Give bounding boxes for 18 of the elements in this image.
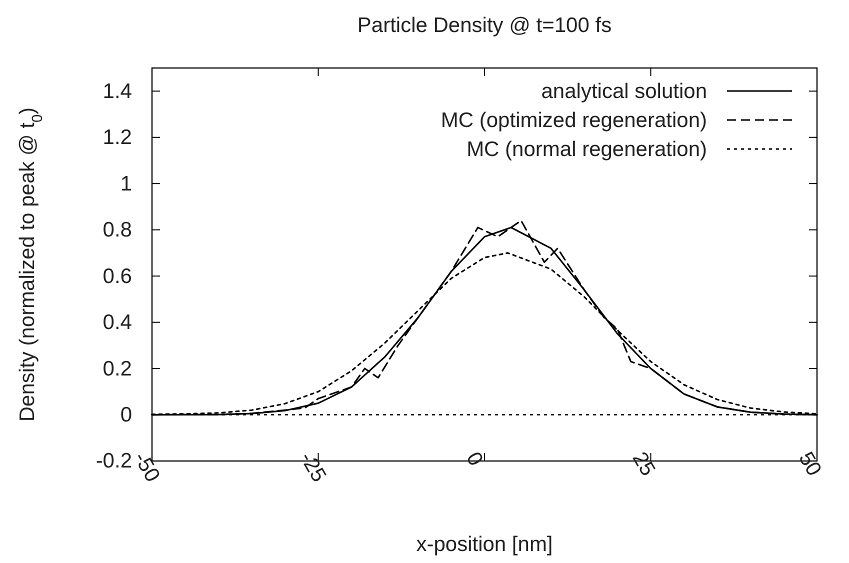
y-tick-label: 0.4	[102, 311, 132, 334]
y-tick-label: 1	[120, 172, 132, 196]
legend-label: analytical solution	[541, 80, 707, 103]
y-tick-label: 1.2	[102, 126, 132, 150]
x-tick-label: 50	[794, 448, 826, 480]
x-tick-label: 25	[628, 448, 660, 480]
y-tick-label: 0.8	[102, 218, 132, 242]
chart-title: Particle Density @ t=100 fs	[357, 14, 612, 37]
x-tick-label: -25	[295, 448, 330, 486]
y-tick-label: 0.2	[102, 357, 132, 380]
y-tick-label: 0	[120, 403, 132, 426]
y-tick-label: -0.2	[96, 450, 132, 473]
x-axis-title: x-position [nm]	[416, 533, 553, 556]
legend-label: MC (optimized regeneration)	[440, 109, 707, 132]
legend-label: MC (normal regeneration)	[466, 138, 707, 161]
y-tick-label: 0.6	[102, 264, 132, 288]
y-tick-label: 1.4	[102, 80, 132, 103]
x-tick-label: 0	[462, 448, 488, 470]
